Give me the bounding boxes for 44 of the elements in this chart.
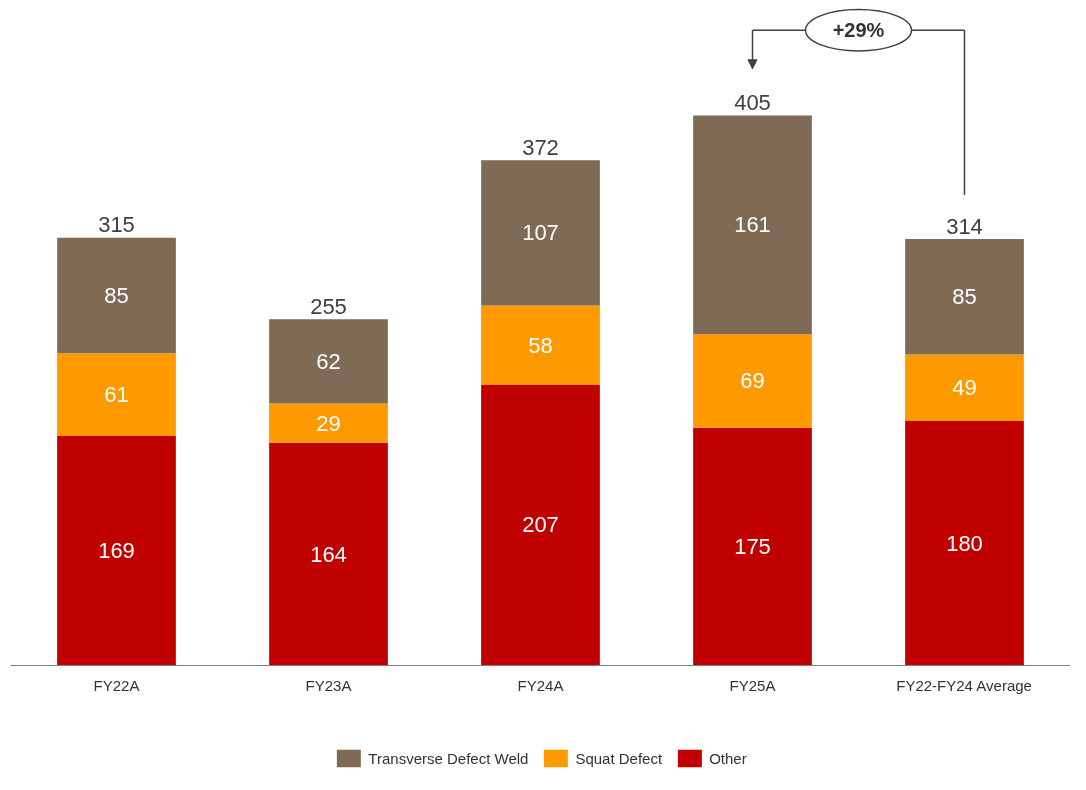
data-label: 58 xyxy=(528,332,553,358)
text: +29% xyxy=(832,19,885,42)
data-label: 69 xyxy=(740,368,765,394)
bar xyxy=(905,421,1024,666)
bar xyxy=(905,239,1024,355)
data-label: 61 xyxy=(104,382,129,408)
total-label: 315 xyxy=(98,212,135,238)
x-tick-label: FY25A xyxy=(729,676,776,694)
bar xyxy=(693,115,812,335)
total-label: 405 xyxy=(734,90,771,115)
bar xyxy=(905,354,1024,422)
data-label: 85 xyxy=(952,284,977,310)
bar xyxy=(57,237,176,354)
legend-label: Transverse Defect Weld xyxy=(368,749,529,767)
data-label: 161 xyxy=(734,212,771,238)
bar xyxy=(57,435,176,666)
legend-label: Squat Defect xyxy=(575,749,663,767)
bar xyxy=(269,319,388,404)
x-tick-label: FY24A xyxy=(517,676,564,694)
x-tick-label: FY23A xyxy=(305,676,352,694)
data-label: 164 xyxy=(310,541,347,567)
data-label: 175 xyxy=(734,534,771,560)
data-label: 207 xyxy=(522,512,559,538)
x-tick-label: FY22A xyxy=(93,676,140,694)
data-label: 169 xyxy=(98,538,135,564)
total-label: 314 xyxy=(946,213,983,239)
x-tick-label: FY22-FY24 Average xyxy=(896,676,1032,694)
bar xyxy=(269,442,388,666)
bar xyxy=(481,305,600,385)
data-label: 85 xyxy=(104,282,129,308)
data-label: 107 xyxy=(522,220,559,246)
bar xyxy=(57,353,176,436)
bar xyxy=(693,334,812,428)
bar xyxy=(481,160,600,306)
bar xyxy=(693,427,812,666)
total-label: 372 xyxy=(522,134,559,160)
data-label: 29 xyxy=(316,410,341,436)
data-label: 180 xyxy=(946,530,983,556)
bar xyxy=(269,403,388,443)
total-label: 255 xyxy=(310,293,347,319)
legend-label: Other xyxy=(709,749,747,767)
bar xyxy=(481,384,600,666)
data-label: 62 xyxy=(316,348,341,374)
data-label: 49 xyxy=(952,375,977,401)
